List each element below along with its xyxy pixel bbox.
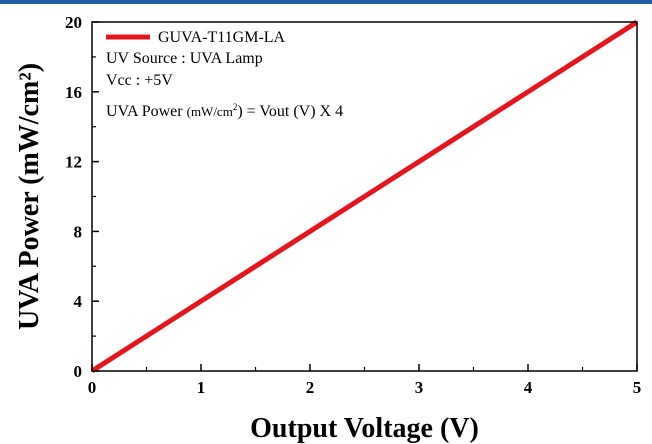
formula-unit: (mW/cm: [187, 104, 233, 119]
x-tick-label: 3: [415, 378, 424, 397]
series-layer: [90, 19, 639, 374]
annotation-formula: UVA Power (mW/cm2) = Vout (V) X 4: [106, 102, 343, 120]
formula-prefix: UVA Power: [106, 103, 183, 120]
y-tick-label: 20: [65, 13, 82, 32]
formula-rest: ) = Vout (V) X 4: [237, 103, 343, 120]
x-tick-label: 0: [88, 378, 97, 397]
y-tick-label: 4: [74, 292, 83, 311]
formula-sup: 2: [233, 102, 238, 112]
top-rule: [0, 0, 652, 4]
x-tick-label: 4: [524, 378, 533, 397]
plot-frame: [91, 21, 638, 372]
y-tick-label: 12: [65, 153, 82, 172]
annotation-vcc: Vcc : +5V: [106, 72, 173, 89]
y-tick-label: 0: [74, 362, 83, 381]
series-line: [90, 19, 639, 374]
y-axis-title: UVA Power (mW/cm²): [14, 63, 45, 330]
x-tick-label: 1: [197, 378, 206, 397]
x-tick-label: 5: [633, 378, 642, 397]
y-tick-label: 16: [65, 83, 82, 102]
y-tick-label: 8: [74, 222, 83, 241]
x-axis-title: Output Voltage (V): [250, 413, 479, 444]
x-tick-label: 2: [306, 378, 315, 397]
annotation-uv-source: UV Source : UVA Lamp: [106, 50, 263, 67]
legend-label: GUVA-T11GM-LA: [158, 29, 286, 46]
